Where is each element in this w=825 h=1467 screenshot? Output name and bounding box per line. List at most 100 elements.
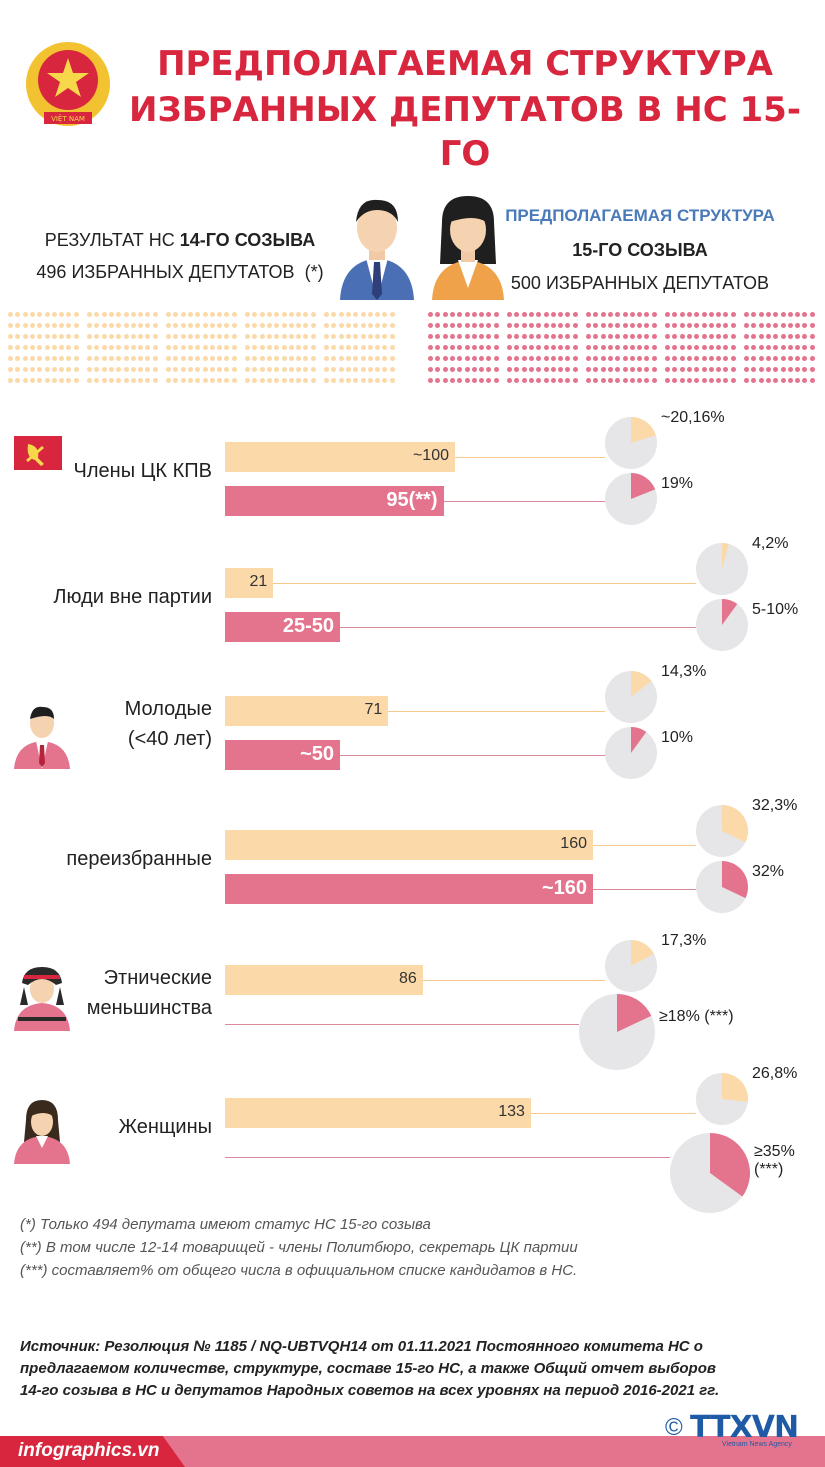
deputy-dot: [338, 312, 344, 317]
deputy-dot: [338, 334, 344, 339]
deputy-dot: [202, 312, 208, 317]
footnote-1: (*) Только 494 депутата имеют статус НС …: [20, 1216, 431, 1233]
pie-15th: [670, 1133, 750, 1213]
deputy-dot: [15, 323, 21, 328]
deputy-dot: [37, 356, 43, 361]
deputy-dot: [224, 345, 230, 350]
deputy-dot: [152, 345, 158, 350]
deputy-dot: [765, 323, 771, 328]
deputy-dot: [173, 312, 179, 317]
deputy-dot: [331, 367, 337, 372]
deputy-dot: [765, 367, 771, 372]
deputy-dot: [701, 334, 707, 339]
deputy-dot: [593, 345, 599, 350]
footer-site-link[interactable]: infographics.vn: [18, 1440, 160, 1461]
deputy-dot: [259, 378, 265, 383]
deputy-dot: [637, 334, 643, 339]
deputy-dot: [94, 334, 100, 339]
deputy-dot: [209, 334, 215, 339]
deputy-dot: [600, 356, 606, 361]
deputy-dot: [758, 378, 764, 383]
pie-slice: [722, 599, 738, 625]
deputy-dot: [296, 312, 302, 317]
deputy-dot: [637, 367, 643, 372]
deputy-dot: [716, 323, 722, 328]
pie-15th: [696, 599, 748, 651]
deputy-dot: [252, 345, 258, 350]
deputy-dot: [375, 356, 381, 361]
deputy-dot: [493, 312, 499, 317]
deputy-dot: [123, 356, 129, 361]
deputy-dot: [22, 334, 28, 339]
right-heading-line3: 500 ИЗБРАННЫХ ДЕПУТАТОВ: [510, 273, 770, 293]
deputy-dot: [471, 367, 477, 372]
category-label: Этнические меньшинства: [86, 967, 212, 1019]
deputy-dot: [101, 356, 107, 361]
deputy-dot: [716, 312, 722, 317]
pie-percent-label: ≥18% (***): [659, 1008, 734, 1025]
deputy-dot: [22, 312, 28, 317]
deputy-dot: [773, 334, 779, 339]
deputy-dot: [195, 312, 201, 317]
deputy-dot: [679, 323, 685, 328]
emblem-text: VIỆT NAM: [51, 114, 85, 123]
deputy-dot: [353, 323, 359, 328]
deputy-dot: [101, 323, 107, 328]
deputy-dot: [274, 323, 280, 328]
deputy-dot: [665, 334, 670, 339]
deputy-dot: [708, 345, 714, 350]
deputy-dot: [457, 312, 463, 317]
deputy-dot: [464, 345, 470, 350]
deputy-dot: [145, 378, 151, 383]
deputy-dot: [266, 345, 272, 350]
deputy-dot: [59, 367, 65, 372]
deputy-dot: [101, 378, 107, 383]
deputy-dot: [166, 367, 171, 372]
deputy-dot: [231, 312, 237, 317]
deputy-dot: [665, 323, 670, 328]
deputy-dot: [274, 312, 280, 317]
deputy-dot: [528, 356, 534, 361]
deputy-dot: [780, 356, 786, 361]
left-heading-line1: РЕЗУЛЬТАТ НС 14-ГО СОЗЫВА: [44, 230, 316, 250]
deputy-dot: [787, 345, 793, 350]
deputy-dot: [428, 334, 433, 339]
deputy-dot: [15, 367, 21, 372]
deputy-dot: [360, 323, 366, 328]
deputy-dot: [274, 345, 280, 350]
deputy-dot: [324, 323, 329, 328]
deputy-dot: [266, 323, 272, 328]
deputy-dot: [338, 367, 344, 372]
pie-percent-label: 4,2%: [752, 535, 789, 552]
pie-percent-label: 14,3%: [661, 663, 707, 680]
deputy-dot: [209, 378, 215, 383]
deputy-dot: [565, 345, 571, 350]
deputy-dot: [622, 356, 628, 361]
deputy-dot: [622, 367, 628, 372]
deputy-dot: [44, 345, 50, 350]
deputy-dot: [245, 323, 250, 328]
deputy-dot: [665, 367, 670, 372]
deputy-dot: [145, 334, 151, 339]
deputy-dot: [457, 367, 463, 372]
pie-slice: [631, 417, 656, 443]
deputy-dot: [787, 334, 793, 339]
deputy-dot: [101, 367, 107, 372]
pie-percent-label: 32,3%: [752, 797, 798, 814]
deputy-dot: [765, 345, 771, 350]
deputy-dot: [202, 356, 208, 361]
deputy-dot: [679, 356, 685, 361]
deputy-dot: [622, 345, 628, 350]
left-heading-line2: 496 ИЗБРАННЫХ ДЕПУТАТОВ (*): [36, 262, 324, 282]
deputy-dot: [607, 323, 613, 328]
deputy-dot: [802, 334, 808, 339]
deputy-dot: [751, 345, 757, 350]
deputy-dot: [360, 345, 366, 350]
deputy-dot: [629, 356, 635, 361]
deputy-dot: [123, 334, 129, 339]
deputy-dot: [679, 367, 685, 372]
footnote-2: (**) В том числе 12-14 товарищей - члены…: [20, 1239, 578, 1256]
deputy-dot: [303, 312, 309, 317]
deputy-dot: [493, 356, 499, 361]
deputy-dot: [528, 378, 534, 383]
